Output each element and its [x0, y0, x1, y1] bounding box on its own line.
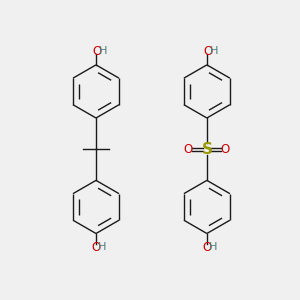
Text: O: O — [92, 241, 100, 254]
Text: S: S — [201, 142, 212, 157]
Text: O: O — [202, 241, 212, 254]
Text: O: O — [184, 143, 193, 156]
Text: O: O — [203, 44, 213, 58]
Text: H: H — [99, 46, 108, 56]
Text: H: H — [210, 46, 218, 56]
Text: O: O — [221, 143, 230, 156]
Text: H: H — [98, 242, 106, 252]
Text: O: O — [92, 44, 102, 58]
Text: H: H — [209, 242, 218, 252]
